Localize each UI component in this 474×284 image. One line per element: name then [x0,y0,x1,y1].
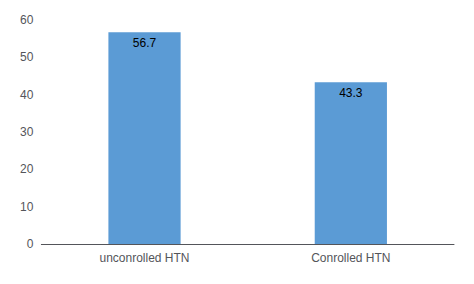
svg-text:20: 20 [20,162,34,176]
svg-text:0: 0 [27,237,34,251]
svg-text:56.7: 56.7 [133,36,157,50]
svg-text:Conrolled HTN: Conrolled HTN [311,251,390,265]
svg-text:30: 30 [20,125,34,139]
svg-text:50: 50 [20,50,34,64]
svg-text:unconrolled HTN: unconrolled HTN [99,251,189,265]
svg-text:60: 60 [20,13,34,27]
svg-text:40: 40 [20,88,34,102]
svg-text:43.3: 43.3 [339,86,363,100]
svg-text:10: 10 [20,200,34,214]
